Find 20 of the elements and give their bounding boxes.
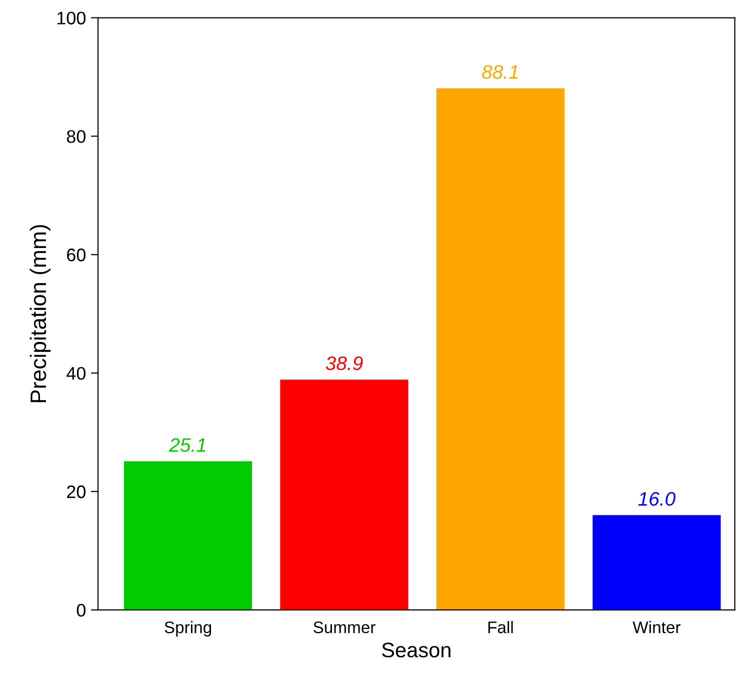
bar: [124, 461, 252, 610]
y-tick-label: 20: [67, 485, 86, 498]
data-label: 16.0: [638, 492, 676, 506]
y-tick-label: 0: [76, 604, 86, 617]
x-tick-label: Fall: [488, 621, 513, 634]
y-tick-label: 100: [57, 12, 86, 24]
y-tick-label: 80: [66, 130, 86, 143]
bar: [280, 380, 408, 610]
x-axis-title: Season: [382, 642, 450, 658]
y-tick-label: 40: [66, 366, 86, 380]
data-label: 38.9: [326, 356, 363, 370]
bar: [436, 88, 565, 610]
data-label: 25.1: [168, 438, 206, 452]
y-axis-title: Precipitation (mm): [30, 225, 51, 402]
x-tick-label: Spring: [164, 621, 212, 637]
bar: [592, 515, 721, 610]
x-tick-label: Winter: [632, 621, 680, 634]
y-tick-label: 60: [67, 248, 86, 262]
x-tick-label: Summer: [314, 621, 376, 634]
data-label: 88.1: [482, 65, 518, 79]
